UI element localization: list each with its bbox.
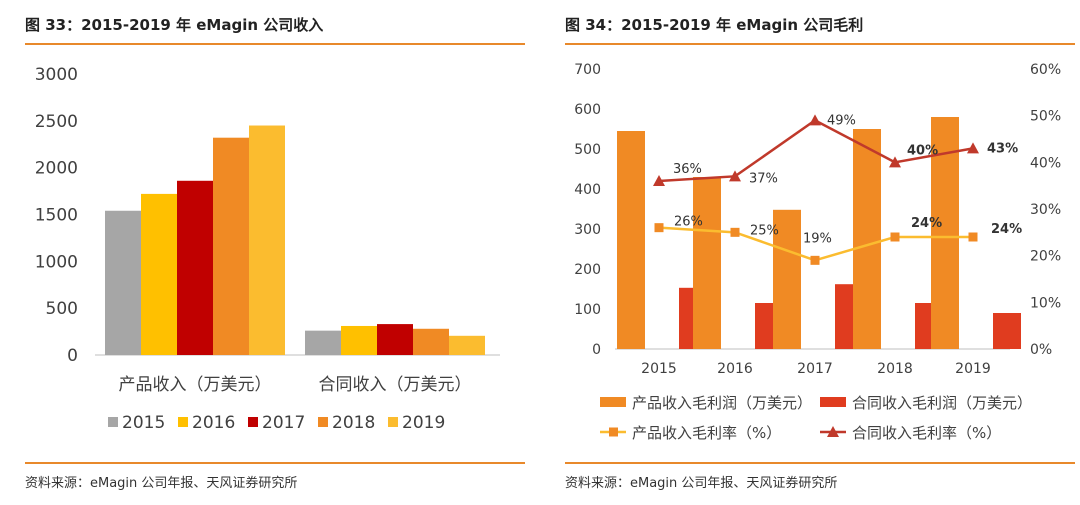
data-label: 24% <box>991 222 1022 237</box>
data-label: 49% <box>827 113 856 128</box>
x-tick-label: 2018 <box>877 361 913 377</box>
data-label: 43% <box>987 141 1018 156</box>
contract-margin-marker <box>809 114 821 126</box>
data-label: 25% <box>750 223 779 238</box>
bar-contract-gross-profit <box>993 313 1021 349</box>
y-left-tick-label: 300 <box>574 222 601 238</box>
legend-label: 2018 <box>332 413 375 433</box>
x-tick-label: 2016 <box>717 361 753 377</box>
y-right-tick-label: 10% <box>1030 295 1061 311</box>
bar-2018 <box>213 137 249 355</box>
legend-swatch <box>388 417 398 427</box>
legend-swatch <box>108 417 118 427</box>
bar-2019 <box>249 125 285 356</box>
legend-swatch <box>178 417 188 427</box>
product-margin-marker <box>810 255 820 265</box>
data-label: 37% <box>749 171 778 186</box>
x-tick-label: 2017 <box>797 361 833 377</box>
bar-2017 <box>177 180 213 355</box>
contract-margin-marker <box>729 170 741 182</box>
bar-2018 <box>413 328 449 355</box>
y-right-tick-label: 20% <box>1030 249 1061 265</box>
legend-label: 合同收入毛利润（万美元） <box>852 394 1032 412</box>
bar-product-gross-profit <box>853 129 881 349</box>
bar-2015 <box>105 210 141 355</box>
data-label: 36% <box>673 162 702 177</box>
contract-margin-marker <box>967 142 979 154</box>
y-left-tick-label: 700 <box>574 62 601 78</box>
source-divider <box>25 462 525 464</box>
x-category-label: 合同收入（万美元） <box>319 375 472 395</box>
bar-2017 <box>377 324 413 355</box>
chart-title: 图 33：2015-2019 年 eMagin 公司收入 <box>25 16 324 34</box>
y-tick-label: 3000 <box>35 65 78 85</box>
x-category-label: 产品收入（万美元） <box>119 375 272 395</box>
legend-marker <box>827 426 839 437</box>
product-margin-marker <box>968 232 978 242</box>
source-divider <box>565 462 1075 464</box>
y-tick-label: 500 <box>46 299 78 319</box>
bar-2016 <box>341 325 377 355</box>
data-label: 26% <box>674 215 703 230</box>
legend-label: 2019 <box>402 413 445 433</box>
legend-marker <box>609 427 618 437</box>
legend-swatch <box>318 417 328 427</box>
legend-swatch <box>820 397 846 407</box>
bar-2015 <box>305 330 341 355</box>
data-label: 40% <box>907 143 938 158</box>
legend-label: 2017 <box>262 413 305 433</box>
gross-profit-chart: 0 100 200 300 400 500 600 700 0% 10% 20% 30% 40% 50% 6… <box>574 62 1061 442</box>
legend-label: 2016 <box>192 413 235 433</box>
y-left-tick-label: 500 <box>574 142 601 158</box>
legend-label: 合同收入毛利率（%） <box>852 424 1001 442</box>
y-tick-label: 0 <box>67 346 78 366</box>
title-divider <box>565 43 1075 45</box>
y-left-tick-label: 600 <box>574 102 601 118</box>
data-label: 19% <box>803 231 832 246</box>
product-margin-marker <box>890 232 900 242</box>
bar-product-gross-profit <box>773 209 801 349</box>
legend-label: 产品收入毛利润（万美元） <box>632 394 812 412</box>
bar-2016 <box>141 193 177 355</box>
bar-product-gross-profit <box>617 131 645 349</box>
right-panel: 图 34：2015-2019 年 eMagin 公司毛利 0 100 200 300 4… <box>555 0 1080 505</box>
bar-product-gross-profit <box>693 177 721 349</box>
y-right-tick-label: 60% <box>1030 62 1061 78</box>
y-left-tick-label: 200 <box>574 262 601 278</box>
product-margin-marker <box>730 227 740 237</box>
product-margin-marker <box>654 223 664 233</box>
data-label: 24% <box>911 216 942 231</box>
y-left-tick-label: 400 <box>574 182 601 198</box>
chart-title: 图 34：2015-2019 年 eMagin 公司毛利 <box>565 16 864 34</box>
y-right-tick-label: 30% <box>1030 202 1061 218</box>
title-divider <box>25 43 525 45</box>
y-right-tick-label: 40% <box>1030 155 1061 171</box>
source-note: 资料来源：eMagin 公司年报、天风证券研究所 <box>565 476 838 491</box>
y-tick-label: 2000 <box>35 159 78 179</box>
legend-label: 产品收入毛利率（%） <box>632 424 781 442</box>
contract-margin-marker <box>889 156 901 168</box>
legend-swatch <box>600 397 626 407</box>
y-left-tick-label: 0 <box>592 342 601 358</box>
legend-label: 2015 <box>122 413 165 433</box>
bar-2019 <box>449 335 485 355</box>
legend-swatch <box>248 417 258 427</box>
x-tick-label: 2019 <box>955 361 991 377</box>
revenue-chart: 0 500 1000 1500 2000 2500 3000 产品收入（万美元） 合同收入（万美… <box>35 65 500 433</box>
left-panel: 图 33：2015-2019 年 eMagin 公司收入 0 500 1000 150… <box>25 16 525 491</box>
y-tick-label: 1000 <box>35 252 78 272</box>
y-tick-label: 2500 <box>35 112 78 132</box>
contract-margin-marker <box>653 175 665 186</box>
y-tick-label: 1500 <box>35 206 78 226</box>
y-right-tick-label: 50% <box>1030 109 1061 125</box>
y-left-tick-label: 100 <box>574 302 601 318</box>
source-note: 资料来源：eMagin 公司年报、天风证券研究所 <box>25 476 298 491</box>
x-tick-label: 2015 <box>641 361 677 377</box>
y-right-tick-label: 0% <box>1030 342 1052 358</box>
